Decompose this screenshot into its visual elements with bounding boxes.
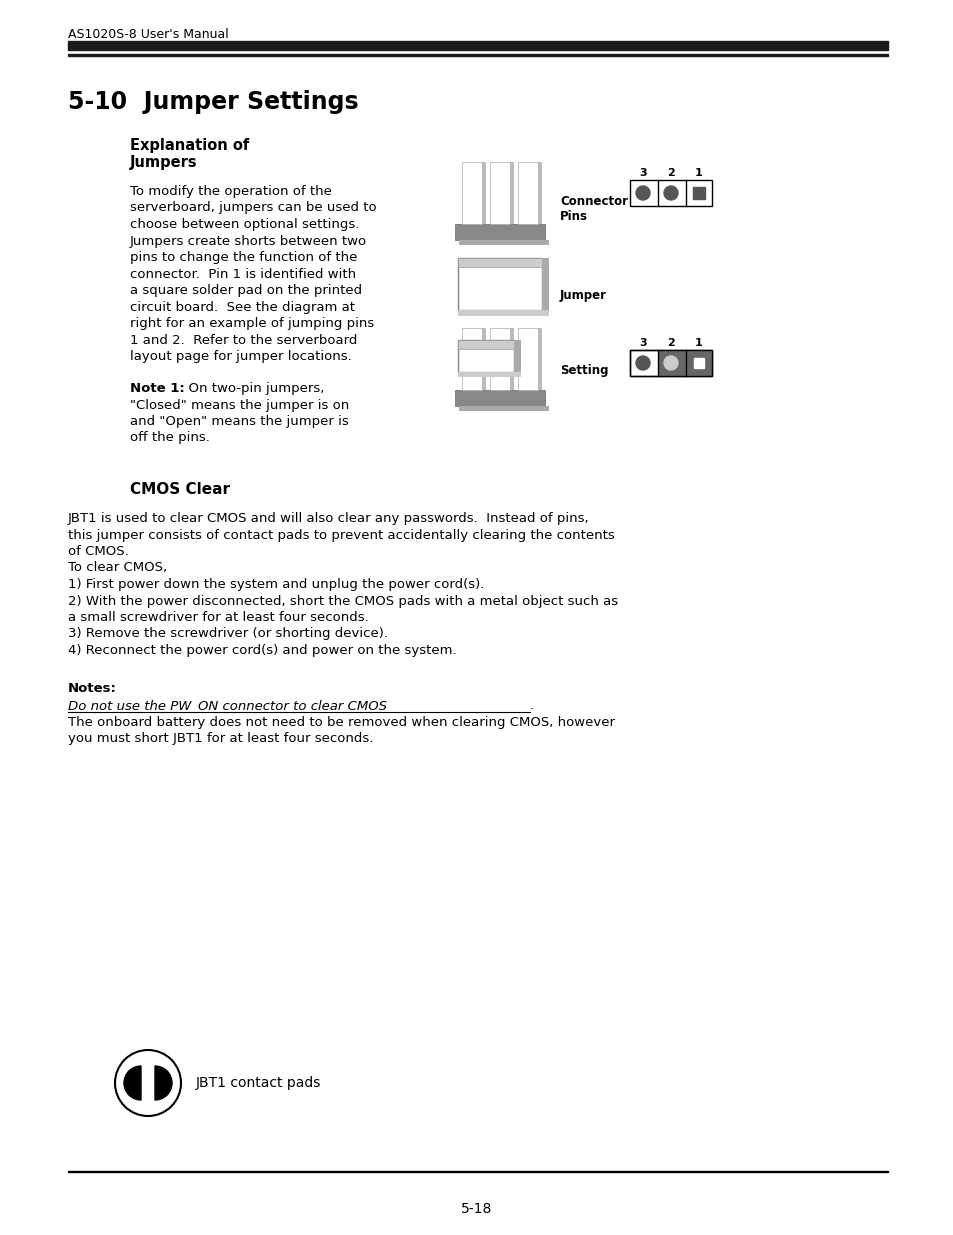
Bar	[481, 329, 485, 390]
Circle shape	[663, 186, 678, 200]
Bar	[514, 340, 520, 372]
Text: connector.  Pin 1 is identified with: connector. Pin 1 is identified with	[130, 268, 355, 280]
Text: this jumper consists of contact pads to prevent accidentally clearing the conten: this jumper consists of contact pads to …	[68, 529, 614, 541]
Text: Note 1:: Note 1:	[130, 382, 185, 395]
Bar	[481, 162, 485, 224]
Text: 2) With the power disconnected, short the CMOS pads with a metal object such as: 2) With the power disconnected, short th…	[68, 594, 618, 608]
Text: 4) Reconnect the power cord(s) and power on the system.: 4) Reconnect the power cord(s) and power…	[68, 643, 456, 657]
Bar	[457, 258, 541, 267]
Bar	[457, 310, 548, 316]
Bar	[68, 41, 887, 49]
Bar	[68, 54, 887, 56]
Text: circuit board.  See the diagram at: circuit board. See the diagram at	[130, 300, 355, 314]
Wedge shape	[124, 1066, 141, 1100]
Bar	[490, 329, 510, 390]
Text: right for an example of jumping pins: right for an example of jumping pins	[130, 317, 374, 330]
Text: CMOS Clear: CMOS Clear	[130, 482, 230, 496]
Bar	[537, 162, 541, 224]
Text: .: .	[530, 699, 534, 713]
Text: 5-10  Jumper Settings: 5-10 Jumper Settings	[68, 90, 358, 114]
Text: AS1020S-8 User's Manual: AS1020S-8 User's Manual	[68, 28, 229, 41]
Bar	[541, 258, 548, 267]
Text: To clear CMOS,: To clear CMOS,	[68, 562, 167, 574]
Wedge shape	[154, 1066, 172, 1100]
Bar	[490, 162, 510, 224]
Bar	[455, 224, 544, 240]
Bar	[457, 340, 514, 372]
Text: a small screwdriver for at least four seconds.: a small screwdriver for at least four se…	[68, 611, 369, 624]
Text: Jumper: Jumper	[559, 289, 606, 303]
Text: Pins: Pins	[559, 210, 587, 224]
Text: 1: 1	[695, 168, 702, 178]
Bar	[68, 1171, 887, 1172]
Bar	[457, 258, 541, 310]
Circle shape	[636, 186, 649, 200]
Bar	[455, 390, 544, 406]
Bar	[461, 329, 481, 390]
Text: Notes:: Notes:	[68, 682, 117, 695]
Text: To modify the operation of the: To modify the operation of the	[130, 185, 332, 198]
Bar	[692, 186, 704, 199]
Bar	[457, 372, 520, 377]
Text: 2: 2	[666, 338, 674, 348]
Bar	[537, 329, 541, 390]
Bar	[517, 162, 537, 224]
Bar	[629, 350, 711, 375]
Text: Do not use the PW_ON connector to clear CMOS: Do not use the PW_ON connector to clear …	[68, 699, 387, 713]
Text: "Closed" means the jumper is on: "Closed" means the jumper is on	[130, 399, 349, 411]
Text: and "Open" means the jumper is: and "Open" means the jumper is	[130, 415, 349, 429]
Text: pins to change the function of the: pins to change the function of the	[130, 251, 357, 264]
Text: serverboard, jumpers can be used to: serverboard, jumpers can be used to	[130, 201, 376, 215]
Bar	[457, 340, 514, 350]
Bar	[517, 329, 537, 390]
Bar	[510, 162, 514, 224]
Bar	[541, 258, 548, 310]
Bar	[693, 358, 703, 368]
Text: Setting: Setting	[559, 364, 608, 377]
Text: you must short JBT1 for at least four seconds.: you must short JBT1 for at least four se…	[68, 732, 373, 745]
Bar	[629, 350, 711, 375]
Bar	[514, 340, 520, 350]
Text: 3: 3	[639, 338, 646, 348]
Text: 1: 1	[695, 338, 702, 348]
Text: 3) Remove the screwdriver (or shorting device).: 3) Remove the screwdriver (or shorting d…	[68, 627, 388, 641]
Text: Jumpers: Jumpers	[130, 156, 197, 170]
Text: Jumpers create shorts between two: Jumpers create shorts between two	[130, 235, 367, 247]
Text: On two-pin jumpers,: On two-pin jumpers,	[180, 382, 324, 395]
Bar	[461, 162, 481, 224]
Text: a square solder pad on the printed: a square solder pad on the printed	[130, 284, 362, 296]
Text: 5-18: 5-18	[461, 1202, 492, 1216]
Text: Connector: Connector	[559, 195, 627, 207]
Bar	[629, 180, 711, 206]
Circle shape	[636, 356, 649, 370]
Text: layout page for jumper locations.: layout page for jumper locations.	[130, 350, 352, 363]
Text: Explanation of: Explanation of	[130, 138, 249, 153]
Text: choose between optional settings.: choose between optional settings.	[130, 219, 359, 231]
Bar	[458, 240, 548, 245]
Text: 3: 3	[639, 168, 646, 178]
Circle shape	[663, 356, 678, 370]
Bar	[658, 350, 711, 375]
Text: 1 and 2.  Refer to the serverboard: 1 and 2. Refer to the serverboard	[130, 333, 357, 347]
Text: 1) First power down the system and unplug the power cord(s).: 1) First power down the system and unplu…	[68, 578, 484, 592]
Bar	[458, 406, 548, 411]
Text: 2: 2	[666, 168, 674, 178]
Bar	[510, 329, 514, 390]
Text: off the pins.: off the pins.	[130, 431, 210, 445]
Text: JBT1 contact pads: JBT1 contact pads	[195, 1076, 321, 1091]
Text: JBT1 is used to clear CMOS and will also clear any passwords.  Instead of pins,: JBT1 is used to clear CMOS and will also…	[68, 513, 589, 525]
Text: The onboard battery does not need to be removed when clearing CMOS, however: The onboard battery does not need to be …	[68, 716, 615, 729]
Text: of CMOS.: of CMOS.	[68, 545, 129, 558]
